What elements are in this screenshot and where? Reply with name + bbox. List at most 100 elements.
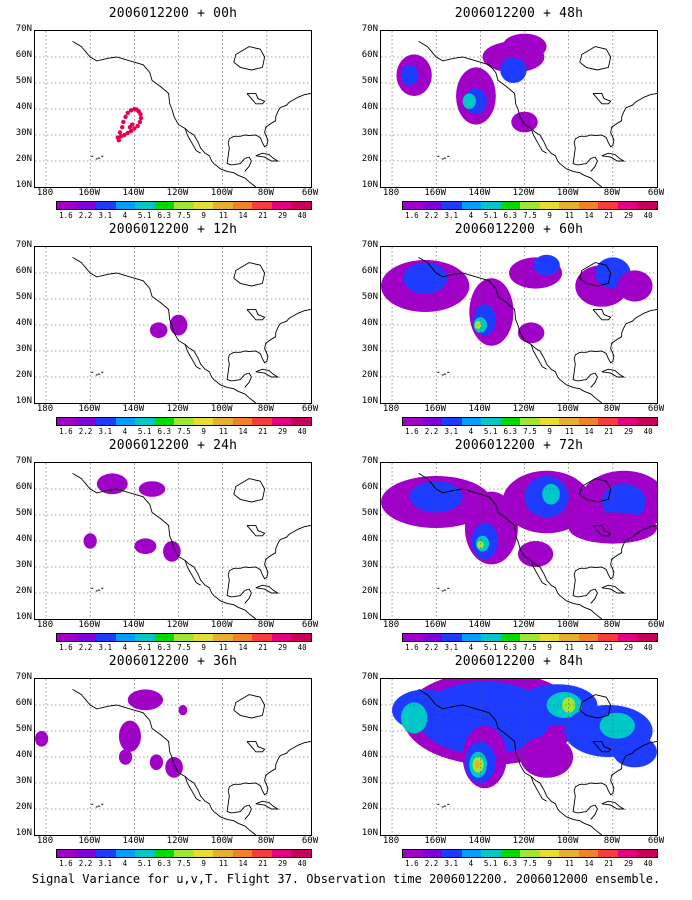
map-svg	[35, 679, 311, 835]
coastline	[184, 344, 201, 370]
colorbar-swatch	[442, 202, 462, 209]
colorbar-label: 3.1	[444, 211, 458, 220]
colorbar-swatch	[76, 202, 97, 209]
y-tick-label: 30N	[361, 560, 378, 570]
colorbar-swatch	[403, 850, 423, 857]
y-tick-label: 30N	[361, 128, 378, 138]
colorbar-swatch	[461, 634, 482, 641]
x-tick-label: 180	[382, 620, 400, 630]
colorbar-label: 40	[297, 859, 307, 868]
coastline	[418, 473, 603, 619]
observation-point	[135, 123, 140, 129]
colorbar-label: 6.3	[157, 859, 172, 868]
colorbar-label: 5.1	[483, 859, 498, 868]
colorbar-swatch	[520, 202, 540, 209]
colorbar-label: 14	[238, 427, 248, 436]
x-tick-label: 140W	[468, 404, 491, 414]
y-tick-label: 40N	[361, 318, 378, 328]
colorbar-swatch	[154, 634, 175, 641]
colorbar-swatch	[57, 202, 77, 209]
coastline	[246, 524, 266, 537]
variance-contour	[149, 322, 168, 338]
variance-contour	[165, 757, 183, 778]
variance-contour	[612, 736, 657, 768]
colorbar-label: 21	[258, 427, 268, 436]
map-svg	[381, 247, 657, 403]
y-tick-label: 60N	[15, 50, 32, 60]
colorbar-label: 7.5	[523, 211, 537, 220]
colorbar-label: 2.2	[78, 643, 93, 652]
colorbar-label: 3.1	[444, 427, 458, 436]
colorbar-label: 11	[218, 427, 228, 436]
colorbar-swatch	[271, 202, 292, 209]
variance-contour	[533, 254, 560, 276]
variance-contour	[599, 712, 635, 739]
colorbar-swatch	[291, 418, 311, 425]
colorbar-label: 2.2	[78, 427, 93, 436]
colorbar-swatch	[96, 202, 116, 209]
x-tick-label: 80W	[603, 188, 620, 198]
colorbar-swatch	[500, 850, 521, 857]
colorbar-swatch	[135, 418, 155, 425]
map-plot	[34, 462, 312, 620]
map-plot	[380, 678, 658, 836]
variance-contour	[118, 749, 133, 765]
observation-point	[128, 128, 134, 134]
x-tick-label: 100W	[210, 620, 233, 630]
coastline	[601, 584, 626, 594]
coastline	[530, 128, 547, 154]
coastline	[572, 524, 657, 598]
map-svg	[35, 31, 311, 187]
colorbar-label: 29	[277, 643, 287, 652]
variance-contour	[169, 314, 188, 336]
colorbar-label: 9	[201, 211, 206, 220]
variance-contour	[517, 322, 545, 344]
y-tick-label: 60N	[361, 266, 378, 276]
colorbar-label: 2.2	[78, 859, 93, 868]
colorbar-label: 4	[468, 211, 474, 220]
observation-point	[138, 115, 144, 121]
coastline	[579, 262, 612, 287]
coastline	[244, 156, 252, 172]
colorbar-swatch	[213, 202, 233, 209]
island	[101, 803, 104, 805]
x-tick-label: 120W	[166, 836, 189, 846]
colorbar-swatch	[403, 418, 423, 425]
colorbar-label: 4	[122, 211, 128, 220]
colorbar-swatch	[232, 202, 253, 209]
variance-contour	[462, 93, 476, 109]
y-tick-label: 50N	[361, 76, 378, 86]
colorbar-label: 7.5	[177, 643, 191, 652]
colorbar-swatch	[422, 634, 443, 641]
colorbar-swatch	[559, 634, 579, 641]
y-tick-label: 30N	[361, 344, 378, 354]
variance-contour	[502, 33, 547, 60]
y-tick-label: 10N	[361, 612, 378, 622]
observation-point	[120, 125, 125, 130]
y-tick-label: 30N	[15, 128, 32, 138]
coastline	[592, 740, 612, 753]
x-tick-label: 180	[382, 188, 400, 198]
colorbar-swatch	[598, 418, 618, 425]
colorbar-swatch	[442, 634, 462, 641]
panel-title: 2006012200 + 60h	[454, 222, 584, 237]
colorbar-label: 3.1	[444, 859, 458, 868]
colorbar-swatch	[442, 850, 462, 857]
colorbar-label: 29	[623, 211, 633, 220]
island	[443, 157, 446, 159]
x-tick-label: 160W	[78, 188, 101, 198]
colorbar-swatch	[520, 418, 540, 425]
colorbar-swatch	[598, 850, 618, 857]
colorbar-label: 11	[218, 859, 228, 868]
coastline	[72, 41, 257, 187]
x-tick-label: 100W	[556, 188, 579, 198]
x-tick-label: 60W	[301, 836, 319, 846]
colorbar	[56, 849, 312, 858]
x-tick-label: 140W	[122, 836, 145, 846]
colorbar-label: 29	[623, 643, 633, 652]
colorbar-swatch	[617, 418, 638, 425]
y-tick-label: 70N	[15, 24, 32, 34]
colorbar-swatch	[578, 850, 599, 857]
x-tick-label: 120W	[512, 188, 535, 198]
colorbar-label: 40	[297, 211, 307, 220]
